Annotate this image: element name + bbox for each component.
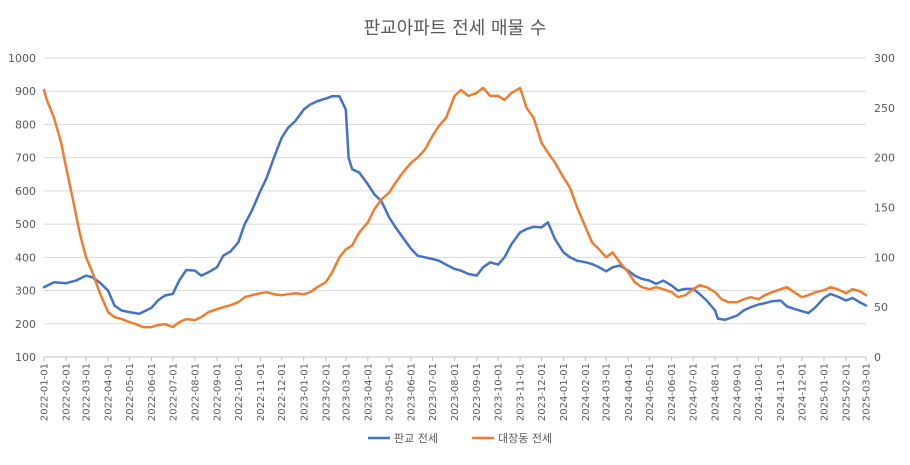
y-axis-right: 0 50 100 150 200 250 300: [874, 52, 895, 364]
x-tick-label: 2022-11-01: [256, 363, 267, 421]
y-right-tick-label: 150: [874, 202, 895, 215]
x-tick-label: 2023-02-01: [321, 363, 332, 421]
x-tick-label: 2024-05-01: [645, 363, 656, 421]
y-right-tick-label: 0: [874, 351, 881, 364]
x-tick-label: 2024-02-01: [581, 363, 592, 421]
y-left-tick-label: 300: [15, 285, 36, 298]
y-left-tick-label: 900: [15, 85, 36, 98]
x-tick-label: 2024-04-01: [624, 363, 635, 421]
x-tick-label: 2022-09-01: [212, 363, 223, 421]
x-tick-label: 2023-09-01: [472, 363, 483, 421]
x-tick-label: 2022-07-01: [168, 363, 179, 421]
y-left-tick-label: 600: [15, 185, 36, 198]
y-left-tick-label: 1000: [8, 52, 36, 65]
x-tick-label: 2025-03-01: [862, 363, 873, 421]
y-left-tick-label: 500: [15, 218, 36, 231]
y-left-tick-label: 100: [15, 351, 36, 364]
series-line-2: [42, 86, 868, 329]
x-axis: 2022-01-01 2022-02-01 2022-03-01 2022-04-01…: [40, 356, 873, 421]
x-tick-label: 2023-10-01: [494, 363, 505, 421]
x-tick-label: 2024-11-01: [776, 363, 787, 421]
series-line-1: [42, 94, 868, 322]
x-tick-label: 2022-03-01: [81, 363, 92, 421]
x-tick-label: 2023-04-01: [363, 363, 374, 421]
y-left-tick-label: 400: [15, 251, 36, 264]
y-right-tick-label: 100: [874, 251, 895, 264]
series-lines: [42, 86, 868, 329]
y-right-tick-label: 50: [874, 301, 888, 314]
x-tick-label: 2023-03-01: [341, 363, 352, 421]
x-tick-label: 2022-10-01: [234, 363, 245, 421]
x-tick-label: 2023-01-01: [299, 363, 310, 421]
x-tick-label: 2024-03-01: [602, 363, 613, 421]
x-tick-label: 2025-02-01: [842, 363, 853, 421]
x-tick-label: 2023-11-01: [516, 363, 527, 421]
x-tick-label: 2022-06-01: [147, 363, 158, 421]
legend: 판교 전세 대장동 전세: [368, 432, 552, 445]
x-tick-label: 2024-10-01: [754, 363, 765, 421]
x-tick-label: 2022-01-01: [40, 363, 51, 421]
x-tick-label: 2022-12-01: [277, 363, 288, 421]
x-tick-label: 2022-04-01: [104, 363, 115, 421]
x-tick-label: 2024-12-01: [797, 363, 808, 421]
x-tick-label: 2023-06-01: [407, 363, 418, 421]
x-tick-label: 2024-06-01: [667, 363, 678, 421]
x-tick-label: 2024-08-01: [711, 363, 722, 421]
x-tick-label: 2023-05-01: [385, 363, 396, 421]
y-right-tick-label: 300: [874, 52, 895, 65]
y-left-tick-label: 700: [15, 152, 36, 165]
x-tick-label: 2022-02-01: [62, 363, 73, 421]
gridlines: [44, 57, 866, 358]
x-tick-label: 2024-09-01: [733, 363, 744, 421]
x-tick-label: 2023-08-01: [450, 363, 461, 421]
x-tick-label: 2023-12-01: [537, 363, 548, 421]
y-right-tick-label: 200: [874, 152, 895, 165]
y-left-tick-label: 800: [15, 118, 36, 131]
x-tick-label: 2022-05-01: [125, 363, 136, 421]
y-left-tick-label: 200: [15, 318, 36, 331]
y-axis-left: 100 200 300 400 500 600 700 800 900 1000: [8, 52, 36, 364]
x-tick-label: 2023-07-01: [428, 363, 439, 421]
y-right-tick-label: 250: [874, 102, 895, 115]
chart-title: 판교아파트 전세 매물 수: [364, 18, 547, 39]
x-tick-label: 2025-01-01: [820, 363, 831, 421]
x-tick-label: 2022-08-01: [190, 363, 201, 421]
legend-label-2: 대장동 전세: [498, 432, 552, 445]
legend-label-1: 판교 전세: [394, 432, 438, 445]
x-tick-label: 2024-07-01: [689, 363, 700, 421]
x-tick-label: 2024-01-01: [559, 363, 570, 421]
